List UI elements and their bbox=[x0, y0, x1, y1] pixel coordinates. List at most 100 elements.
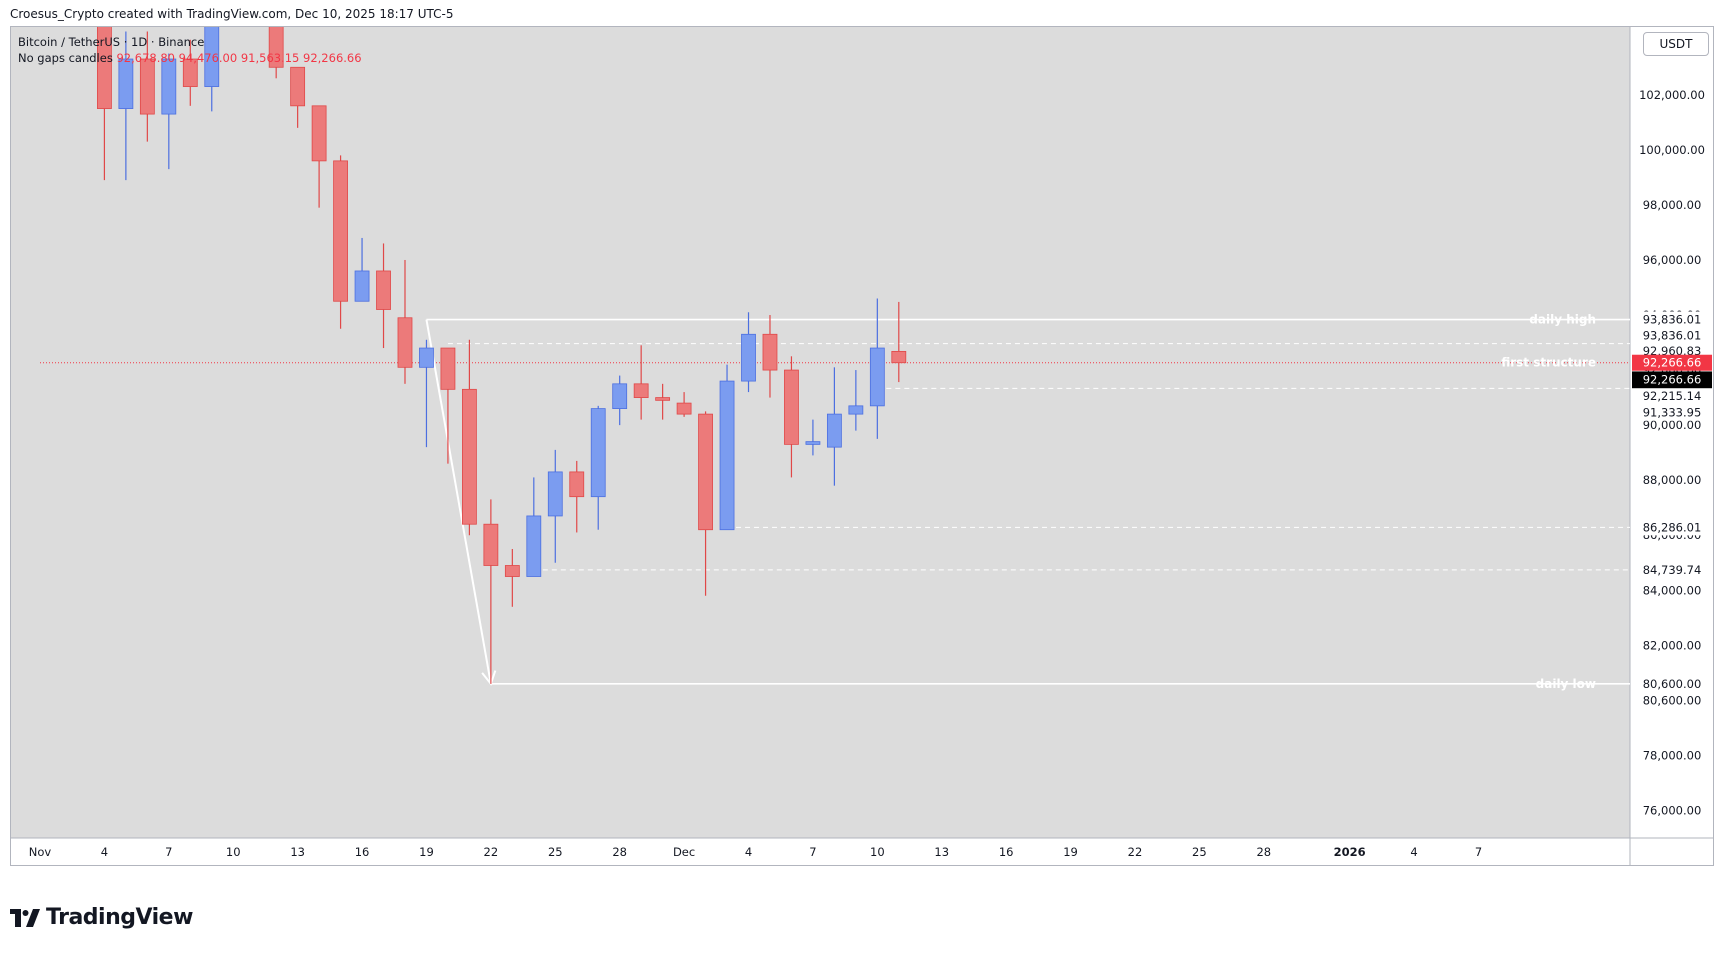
y-tick-label: 76,000.00 bbox=[1643, 803, 1702, 817]
ohlc-row: No gaps candles 92,678.80 94,476.00 91,5… bbox=[18, 50, 362, 66]
ohlc-values: 92,678.80 94,476.00 91,563.15 92,266.66 bbox=[116, 51, 362, 65]
arrow-shaft[interactable] bbox=[425, 319, 492, 685]
level-labels: daily high first structure daily low bbox=[1501, 313, 1596, 691]
candle-19[interactable] bbox=[547, 449, 563, 563]
candle-0[interactable] bbox=[97, 26, 112, 181]
candle-body bbox=[268, 26, 284, 68]
candle-11[interactable] bbox=[376, 243, 391, 349]
candle-3[interactable] bbox=[161, 53, 177, 170]
candle-body bbox=[526, 515, 542, 577]
candle-32[interactable] bbox=[826, 367, 842, 486]
candle-8[interactable] bbox=[311, 105, 327, 208]
y-tick-label: 88,000.00 bbox=[1643, 473, 1702, 487]
axis-marker-bg bbox=[1632, 675, 1712, 692]
candle-20[interactable] bbox=[569, 460, 585, 533]
candle-27[interactable] bbox=[719, 364, 735, 531]
candle-18[interactable] bbox=[526, 477, 542, 577]
candle-1[interactable] bbox=[118, 31, 134, 181]
x-tick-label: 4 bbox=[1410, 845, 1417, 859]
candle-10[interactable] bbox=[354, 237, 370, 302]
candle-body bbox=[891, 350, 907, 364]
x-tick-label: 10 bbox=[870, 845, 885, 859]
candle-26[interactable] bbox=[698, 411, 713, 596]
axis-marker-9: 80,600.00 bbox=[1632, 675, 1712, 692]
candle-body bbox=[419, 347, 434, 368]
axis-marker-bg bbox=[1632, 311, 1712, 328]
axis-marker-text: 80,600.00 bbox=[1643, 693, 1702, 707]
candle-4[interactable] bbox=[182, 39, 198, 106]
chart-area[interactable]: daily high first structure daily low 76,00… bbox=[10, 26, 1714, 866]
candle-14[interactable] bbox=[440, 347, 456, 464]
candle-6[interactable] bbox=[268, 26, 284, 79]
x-tick-label: 7 bbox=[165, 845, 172, 859]
candle-9[interactable] bbox=[333, 155, 348, 329]
candle-22[interactable] bbox=[612, 375, 628, 426]
tradingview-logo[interactable]: TradingView bbox=[10, 905, 193, 930]
x-tick-label: 25 bbox=[1192, 845, 1207, 859]
candle-body bbox=[590, 408, 606, 498]
x-tick-label: Nov bbox=[29, 845, 52, 859]
chart-credit: Croesus_Crypto created with TradingView.… bbox=[10, 7, 454, 21]
x-tick-label: 16 bbox=[999, 845, 1014, 859]
candle-34[interactable] bbox=[869, 298, 885, 439]
candle-body bbox=[440, 347, 456, 390]
candle-body bbox=[719, 380, 735, 531]
x-tick-label: 16 bbox=[355, 845, 370, 859]
candle-30[interactable] bbox=[784, 356, 799, 478]
x-tick-label: 28 bbox=[612, 845, 627, 859]
level-label-1: first structure bbox=[1501, 356, 1596, 370]
price-axis-markers: 93,836.0193,836.0192,960.8392,266.6692,2… bbox=[1632, 311, 1712, 709]
candle-28[interactable] bbox=[741, 312, 756, 393]
candle-body bbox=[633, 383, 649, 398]
tradingview-logo-text: TradingView bbox=[46, 905, 193, 930]
candle-15[interactable] bbox=[461, 339, 477, 536]
y-tick-label: 78,000.00 bbox=[1643, 748, 1702, 762]
axis-marker-7: 86,286.01 bbox=[1632, 519, 1712, 536]
candle-25[interactable] bbox=[676, 392, 692, 417]
candle-body bbox=[354, 270, 370, 302]
candle-29[interactable] bbox=[762, 315, 778, 398]
candle-12[interactable] bbox=[397, 259, 413, 384]
y-tick-label: 96,000.00 bbox=[1643, 253, 1702, 267]
candle-body bbox=[483, 523, 499, 566]
chart-frame bbox=[10, 26, 1714, 866]
level-label-0: daily high bbox=[1529, 313, 1596, 327]
x-tick-label: 19 bbox=[1063, 845, 1078, 859]
candlestick-series[interactable] bbox=[97, 26, 907, 684]
tradingview-logo-icon bbox=[10, 908, 40, 927]
candle-33[interactable] bbox=[848, 370, 864, 431]
candle-body bbox=[118, 58, 134, 109]
currency-selector[interactable]: USDT bbox=[1643, 32, 1709, 56]
symbol-line[interactable]: Bitcoin / TetherUS · 1D · Binance bbox=[18, 35, 205, 49]
candle-7[interactable] bbox=[290, 66, 306, 128]
candle-2[interactable] bbox=[139, 31, 155, 142]
candle-16[interactable] bbox=[483, 499, 499, 684]
y-tick-label: 100,000.00 bbox=[1639, 143, 1705, 157]
candle-body bbox=[698, 413, 713, 531]
candle-23[interactable] bbox=[633, 345, 649, 420]
candle-body bbox=[547, 471, 563, 517]
candle-24[interactable] bbox=[655, 383, 671, 420]
axis-marker-text: 91,333.95 bbox=[1643, 406, 1702, 420]
candle-body bbox=[676, 402, 692, 415]
axis-marker-bg bbox=[1632, 561, 1712, 578]
candle-31[interactable] bbox=[805, 419, 821, 456]
candle-35[interactable] bbox=[891, 301, 907, 383]
axis-marker-bg bbox=[1632, 354, 1712, 371]
candle-body bbox=[311, 105, 327, 162]
time-axis[interactable]: Nov 4 7 10 13 16 19 22 25 28 Dec 4 7 10 13 16 19 22 25 28 20… bbox=[29, 845, 1482, 859]
level-lines bbox=[40, 318, 1630, 685]
time-axis-background bbox=[10, 838, 1714, 866]
candle-body bbox=[848, 405, 864, 415]
axis-marker-8: 84,739.74 bbox=[1632, 561, 1712, 578]
candle-17[interactable] bbox=[504, 548, 520, 607]
x-tick-label: 4 bbox=[745, 845, 752, 859]
candle-body bbox=[805, 441, 821, 445]
candle-5[interactable] bbox=[204, 26, 220, 112]
candle-body bbox=[504, 565, 520, 577]
candle-13[interactable] bbox=[419, 339, 434, 448]
candle-21[interactable] bbox=[590, 405, 606, 530]
x-tick-label: 13 bbox=[934, 845, 949, 859]
candle-body bbox=[97, 26, 112, 109]
axis-marker-text: 92,960.83 bbox=[1643, 344, 1702, 358]
